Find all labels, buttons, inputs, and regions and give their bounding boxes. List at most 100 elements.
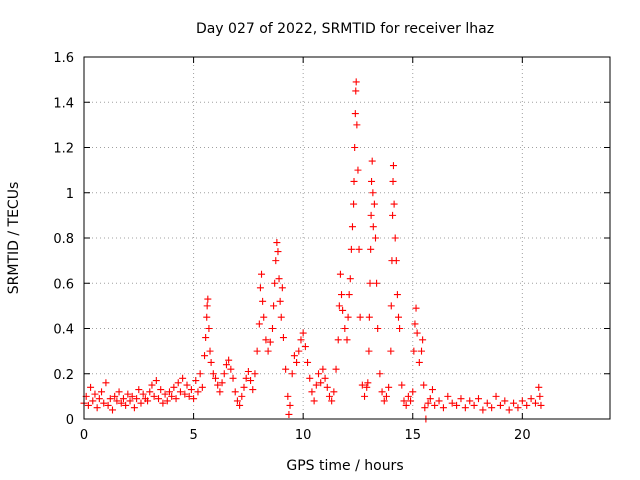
data-point <box>354 166 362 174</box>
data-point <box>343 336 351 344</box>
data-point <box>181 390 189 398</box>
data-point <box>368 177 376 185</box>
grid-layer <box>84 57 610 419</box>
data-point <box>424 399 432 407</box>
data-point <box>365 347 373 355</box>
data-point <box>203 302 211 310</box>
data-point <box>350 200 358 208</box>
y-tick-label: 1 <box>66 187 74 202</box>
data-point <box>361 392 369 400</box>
data-point <box>117 399 125 407</box>
data-point <box>431 401 439 409</box>
data-point <box>387 347 395 355</box>
data-point <box>351 110 359 118</box>
data-point <box>492 392 500 400</box>
data-point <box>168 392 176 400</box>
data-point <box>419 336 427 344</box>
data-point <box>91 390 99 398</box>
data-point <box>370 200 378 208</box>
tick-label-layer: 0 5 10 15 20 0 0.2 0.4 0.6 0.8 1 1.2 1.4 1.6 <box>53 51 530 443</box>
data-point <box>348 223 356 231</box>
data-point <box>444 392 452 400</box>
data-point <box>501 397 509 405</box>
data-point <box>479 406 487 414</box>
data-point <box>227 365 235 373</box>
data-point <box>527 395 535 403</box>
data-point <box>148 381 156 389</box>
data-point <box>363 383 371 391</box>
data-point <box>335 302 343 310</box>
data-point <box>264 347 272 355</box>
x-tick-label: 5 <box>189 428 197 443</box>
data-point <box>128 392 136 400</box>
data-point <box>488 404 496 412</box>
data-point <box>346 275 354 283</box>
data-point <box>400 397 408 405</box>
data-point <box>364 379 372 387</box>
data-point <box>242 374 250 382</box>
data-point <box>328 397 336 405</box>
data-point <box>290 352 298 360</box>
data-point <box>198 383 206 391</box>
data-point <box>310 397 318 405</box>
data-point <box>537 401 545 409</box>
data-point <box>457 395 465 403</box>
x-tick-label: 0 <box>80 428 88 443</box>
y-tick-label: 1.2 <box>53 142 74 157</box>
data-point <box>194 388 202 396</box>
data-point <box>415 358 423 366</box>
data-point <box>84 401 92 409</box>
data-point <box>389 162 397 170</box>
data-point <box>251 370 259 378</box>
data-point <box>391 234 399 242</box>
data-point <box>161 390 169 398</box>
data-point <box>179 374 187 382</box>
data-point <box>278 284 286 292</box>
data-point <box>523 401 531 409</box>
data-point <box>385 383 393 391</box>
tick-layer <box>83 56 610 420</box>
data-point <box>334 336 342 344</box>
data-point <box>418 347 426 355</box>
data-point <box>336 270 344 278</box>
data-point <box>212 374 219 382</box>
data-point <box>185 392 193 400</box>
data-point <box>409 388 417 396</box>
data-point <box>231 388 239 396</box>
data-point <box>518 397 526 405</box>
data-point <box>266 338 274 346</box>
data-point <box>407 397 415 405</box>
data-point <box>367 245 375 253</box>
data-point <box>172 395 180 403</box>
data-point <box>106 395 114 403</box>
data-point <box>374 325 382 332</box>
data-point <box>272 257 280 265</box>
data-point <box>389 177 397 185</box>
data-point <box>319 365 327 373</box>
data-point <box>253 347 261 355</box>
data-point <box>448 399 456 407</box>
data-point <box>271 279 279 287</box>
data-point <box>203 313 211 321</box>
data-point <box>133 395 141 403</box>
data-point <box>295 347 303 355</box>
data-point <box>100 399 108 407</box>
data-point <box>216 388 224 396</box>
data-point <box>411 320 419 328</box>
data-point <box>466 397 474 405</box>
x-tick-label: 15 <box>404 428 421 443</box>
data-point <box>413 329 421 337</box>
data-point <box>535 383 543 391</box>
data-point <box>192 377 200 385</box>
data-point <box>174 379 182 387</box>
data-point <box>273 239 281 247</box>
data-point <box>317 379 325 387</box>
data-point <box>323 383 331 391</box>
data-point <box>155 395 163 403</box>
data-point <box>475 395 482 403</box>
data-point <box>365 313 373 321</box>
data-point <box>236 401 244 409</box>
data-point <box>350 177 358 185</box>
data-point <box>393 291 401 299</box>
data-point <box>163 397 171 405</box>
